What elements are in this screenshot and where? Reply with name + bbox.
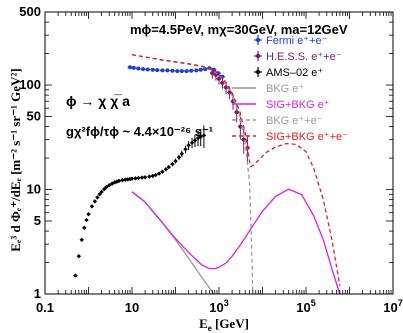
series-2-point: [99, 189, 104, 195]
legend: Fermi e⁺+e⁻ H.E.S.S. e⁺+e⁻ AMS–02 e⁺ BKG e⁺…: [232, 35, 348, 143]
y-tick-label: 10: [27, 182, 41, 197]
series-2-point: [107, 182, 112, 188]
x-axis-label-unit: [GeV]: [212, 316, 249, 331]
series-2-point: [79, 237, 84, 243]
series-2-point: [102, 186, 107, 192]
series-2-point: [170, 161, 175, 167]
x-axis-label: Ee [GeV]: [199, 316, 249, 333]
series-2-point: [86, 212, 91, 217]
series-2-point: [201, 133, 207, 138]
series-2-point: [116, 178, 122, 184]
series-2-point: [189, 140, 195, 145]
series-2-point: [133, 176, 138, 181]
series-6-line: [131, 54, 341, 286]
series-2-point: [160, 169, 165, 174]
series-layer: [73, 54, 341, 294]
series-2-point: [163, 167, 169, 172]
series-2-point: [198, 134, 203, 139]
series-2-point: [147, 174, 152, 179]
x-tick-exponent: 3: [224, 298, 229, 308]
series-2-point: [129, 176, 135, 181]
x-tick-exponent: 7: [398, 298, 403, 308]
series-2-point: [136, 175, 141, 181]
annotation-params: mϕ=4.5PeV, mχ=30GeV, ma=12GeV: [130, 22, 348, 37]
series-2-point: [183, 147, 188, 152]
series-2-point: [176, 155, 182, 160]
series-2-point: [84, 217, 89, 223]
series-2-point: [114, 179, 120, 184]
legend-marker-point: [255, 53, 261, 59]
legend-entry-label: BKG e⁺: [266, 83, 304, 95]
series-5-line: [131, 54, 254, 294]
legend-entry-label: SIG+BKG e⁺: [266, 99, 330, 111]
series-2-point: [92, 199, 98, 204]
legend-entry-label: H.E.S.S. e⁺+e⁻: [266, 51, 342, 63]
series-2-point: [173, 158, 178, 164]
x-tick-label: 0.1: [36, 300, 54, 315]
annotation-coupling: gχ²fϕ/τϕ ~ 4.4×10⁻²⁶ s⁻¹: [66, 124, 213, 139]
legend-entry-label: AMS–02 e⁺: [266, 67, 323, 79]
series-2-point: [195, 135, 201, 141]
y-tick-label: 1: [34, 286, 41, 301]
legend-entry-label: BKG e⁺+e⁻: [266, 115, 323, 127]
series-4-line: [131, 188, 341, 294]
series-2-point: [166, 164, 171, 170]
legend-entry-label: Fermi e⁺+e⁻: [266, 35, 328, 47]
series-3-line: [131, 191, 215, 294]
series-2-point: [179, 151, 185, 156]
series-2-point: [142, 175, 148, 180]
series-2-point: [76, 254, 82, 259]
series-2-point: [156, 171, 162, 176]
annotation-decay: ϕ → χ χ̅ a: [66, 93, 130, 109]
y-axis-label: Eₑ³ d Φₑ⁺/dEₑ [m⁻² s⁻¹ sr⁻¹ GeV²]: [8, 68, 23, 251]
series-2-point: [82, 225, 87, 231]
series-2-point: [95, 195, 100, 200]
x-tick-label: 105: [296, 298, 315, 315]
legend-marker-point: [255, 69, 261, 75]
y-tick-label: 50: [27, 108, 41, 123]
x-tick-label: 10: [125, 300, 139, 315]
y-tick-label: 500: [19, 4, 41, 19]
x-tick-exponent: 5: [311, 298, 316, 308]
legend-entry-label: SIG+BKG e⁺+e⁻: [266, 131, 348, 143]
series-2-point: [89, 204, 95, 209]
series-2-point: [186, 143, 191, 148]
legend-marker-point: [255, 37, 261, 43]
series-2-point: [120, 177, 125, 183]
series-2-point: [139, 175, 145, 180]
x-axis-label-subscript: e: [208, 323, 212, 333]
series-2-point: [153, 172, 158, 178]
series-2-point: [73, 273, 78, 278]
y-tick-label: 5: [34, 213, 41, 228]
x-tick-label: 107: [383, 298, 402, 315]
series-2-point: [97, 192, 102, 197]
series-2-point: [192, 138, 198, 143]
x-tick-label: 103: [209, 298, 228, 315]
y-tick-label: 100: [19, 77, 41, 92]
